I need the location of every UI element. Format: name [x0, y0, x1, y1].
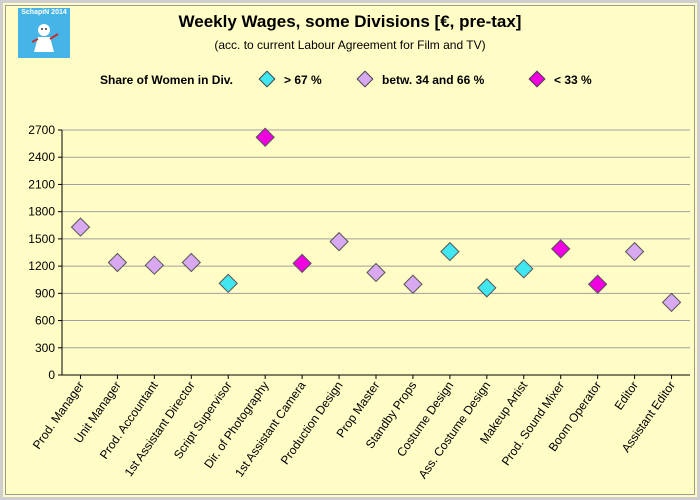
logo-figure-icon [31, 24, 59, 52]
data-point [366, 262, 386, 283]
y-tick-label: 2400 [28, 150, 55, 164]
y-tick-label: 600 [35, 314, 55, 328]
data-point [218, 273, 238, 294]
data-point [403, 274, 423, 294]
y-tick-label: 0 [48, 368, 55, 382]
data-point [661, 292, 682, 313]
chart-title: Weekly Wages, some Divisions [€, pre-tax… [178, 12, 522, 31]
data-point [329, 231, 349, 252]
legend-label-low: < 33 % [554, 73, 592, 87]
y-tick-label: 1500 [28, 232, 55, 246]
data-point [70, 217, 91, 237]
data-point [107, 252, 128, 273]
x-tick-label: Ass. Costume Design [416, 379, 494, 482]
legend-label-high: > 67 % [284, 73, 322, 87]
data-point [477, 278, 497, 298]
data-point [514, 259, 534, 279]
data-point [144, 255, 165, 275]
data-point [440, 241, 460, 262]
logo-text: SchapiN 2014 [21, 9, 67, 16]
y-tick-label: 2100 [28, 177, 55, 191]
x-tick-label: Dir. of Photography [201, 379, 271, 471]
data-point [624, 241, 645, 262]
x-tick-label: 1st Assistant Camera [232, 378, 309, 479]
data-point [255, 127, 275, 147]
y-tick-label: 900 [35, 286, 55, 300]
x-tick-label: Editor [612, 379, 641, 413]
y-tick-label: 300 [35, 341, 55, 355]
legend-title: Share of Women in Div. [100, 73, 233, 87]
y-tick-label: 1800 [28, 205, 55, 219]
y-tick-label: 2700 [28, 123, 55, 137]
y-tick-label: 1200 [28, 259, 55, 273]
data-point [587, 274, 608, 294]
data-point [181, 252, 202, 273]
x-tick-label: 1st Assistant Director [122, 379, 198, 479]
chart-subtitle: (acc. to current Labour Agreement for Fi… [214, 38, 486, 52]
legend-label-mid: betw. 34 and 66 % [382, 73, 485, 87]
data-point [550, 239, 571, 259]
chart-inner-border [5, 5, 695, 495]
data-point [292, 253, 312, 274]
logo: SchapiN 2014 [18, 8, 70, 58]
